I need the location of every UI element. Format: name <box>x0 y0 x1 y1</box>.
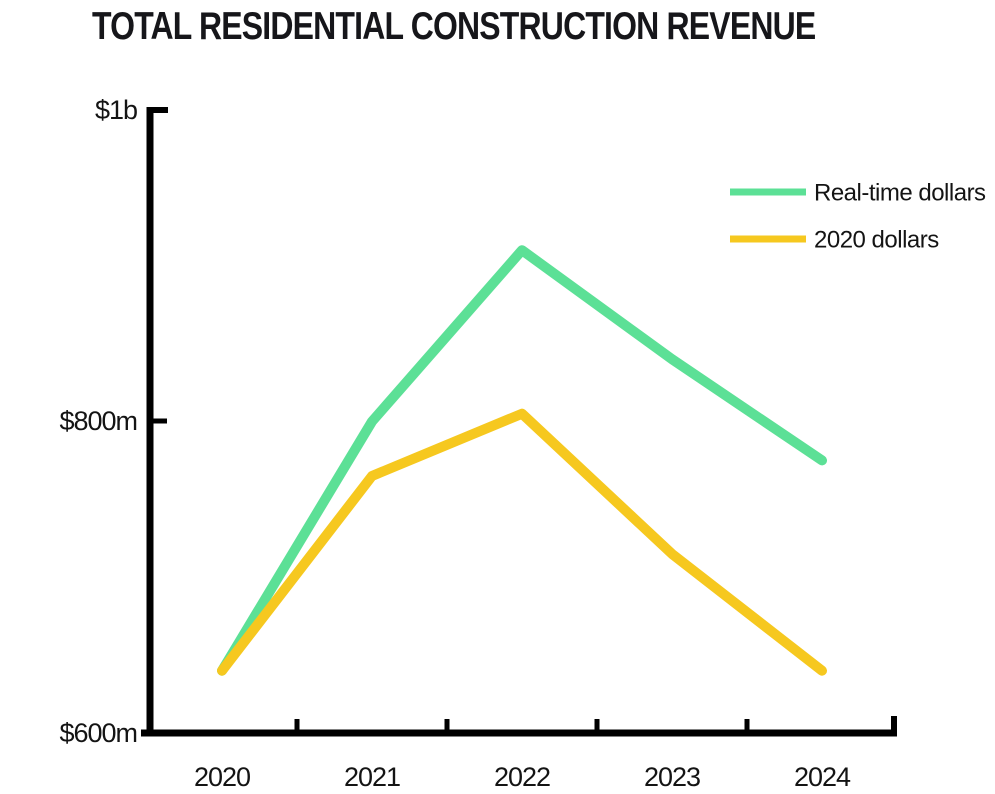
axes <box>141 107 897 737</box>
legend-item-2020-dollars: 2020 dollars <box>730 227 940 254</box>
x-axis-labels: 2020 2021 2022 2023 2024 <box>194 762 852 792</box>
y-label-800m: $800m <box>59 406 137 436</box>
x-label-2020: 2020 <box>194 762 250 792</box>
legend-label-2020-dollars: 2020 dollars <box>814 227 939 254</box>
y-label-1b: $1b <box>95 95 137 125</box>
x-label-2021: 2021 <box>344 762 400 792</box>
x-label-2022: 2022 <box>494 762 550 792</box>
legend: Real-time dollars 2020 dollars <box>730 180 987 254</box>
series-line-real-time-dollars <box>217 245 827 676</box>
chart-title: TOTAL RESIDENTIAL CONSTRUCTION REVENUE <box>92 5 816 48</box>
series-lines <box>217 245 827 676</box>
series-line-2020-dollars <box>217 408 827 676</box>
legend-item-real-time-dollars: Real-time dollars <box>730 180 987 207</box>
legend-label-real-time-dollars: Real-time dollars <box>814 180 986 207</box>
y-axis-labels: $1b $800m $600m <box>59 95 138 748</box>
x-label-2024: 2024 <box>794 762 851 792</box>
y-label-600m: $600m <box>59 718 137 748</box>
x-label-2023: 2023 <box>644 762 700 792</box>
